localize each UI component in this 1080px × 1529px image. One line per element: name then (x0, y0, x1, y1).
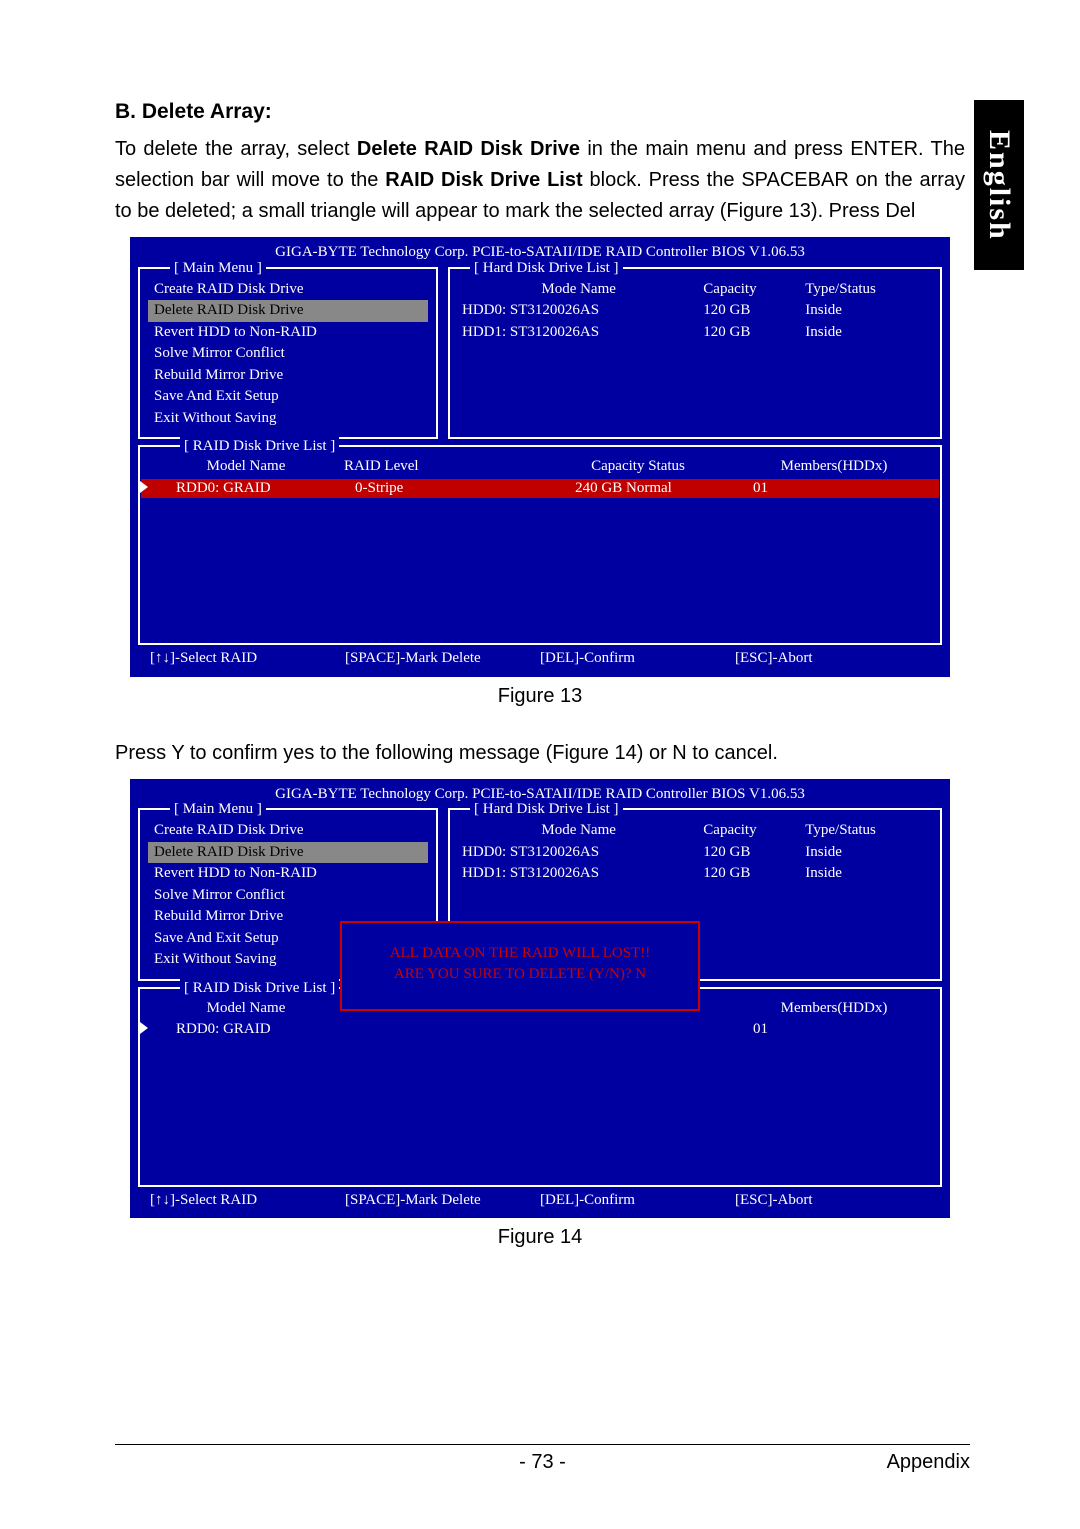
menu-item-create[interactable]: Create RAID Disk Drive (148, 279, 428, 301)
raid-capstatus (534, 1020, 713, 1040)
selection-triangle-icon (140, 1022, 148, 1034)
col-mode: Mode Name (458, 820, 699, 842)
hint-esc: [ESC]-Abort (735, 649, 930, 669)
popup-line1: ALL DATA ON THE RAID WILL LOST!! (352, 943, 688, 964)
col-model: Model Name (148, 457, 344, 477)
hdd-cap: 120 GB (699, 300, 801, 322)
col-mode: Mode Name (458, 279, 699, 301)
bios-screen-fig14: GIGA-BYTE Technology Corp. PCIE-to-SATAI… (130, 779, 950, 1219)
key-hints: [↑↓]-Select RAID [SPACE]-Mark Delete [DE… (138, 647, 942, 673)
panel-label: [ RAID Disk Drive List ] (180, 437, 339, 457)
hdd-cap: 120 GB (699, 322, 801, 344)
hdd-ts: Inside (801, 842, 932, 864)
menu-item-revert[interactable]: Revert HDD to Non-RAID (148, 322, 428, 344)
raid-row[interactable]: RDD0: GRAID 01 (141, 1020, 939, 1040)
hint-select: [↑↓]-Select RAID (150, 1191, 345, 1211)
footer-section: Appendix (887, 1451, 970, 1474)
hdd-mode: HDD0: ST3120026AS (458, 300, 699, 322)
hdd-row: HDD1: ST3120026AS 120 GB Inside (458, 863, 932, 885)
hdd-row: HDD0: ST3120026AS 120 GB Inside (458, 300, 932, 322)
col-cap-status: Capacity Status (540, 457, 736, 477)
hdd-ts: Inside (801, 300, 932, 322)
raid-header: Model Name RAID Level Capacity Status Me… (148, 457, 932, 477)
raid-members: 01 (713, 479, 932, 499)
hdd-mode: HDD0: ST3120026AS (458, 842, 699, 864)
hdd-mode: HDD1: ST3120026AS (458, 863, 699, 885)
bold-term: RAID Disk Drive List (385, 169, 582, 191)
raid-model: RDD0: GRAID (148, 1020, 355, 1040)
figure-14-caption: Figure 14 (115, 1226, 965, 1249)
menu-item-solve[interactable]: Solve Mirror Conflict (148, 343, 428, 365)
menu-item-exit[interactable]: Exit Without Saving (148, 408, 428, 430)
hdd-mode: HDD1: ST3120026AS (458, 322, 699, 344)
intro-paragraph: To delete the array, select Delete RAID … (115, 134, 965, 227)
page-footer: - 73 - Appendix (115, 1444, 970, 1474)
col-members: Members(HDDx) (736, 457, 932, 477)
selection-triangle-icon (140, 481, 148, 493)
menu-item-revert[interactable]: Revert HDD to Non-RAID (148, 863, 428, 885)
bios-screen-fig13: GIGA-BYTE Technology Corp. PCIE-to-SATAI… (130, 237, 950, 677)
bold-term: Delete RAID Disk Drive (357, 138, 580, 160)
text: To delete the array, select (115, 138, 357, 160)
col-type: Type/Status (801, 279, 932, 301)
raid-members: 01 (713, 1020, 932, 1040)
panel-label: [ RAID Disk Drive List ] (180, 979, 339, 999)
menu-item-rebuild[interactable]: Rebuild Mirror Drive (148, 365, 428, 387)
menu-item-delete[interactable]: Delete RAID Disk Drive (148, 842, 428, 864)
raid-list-panel: [ RAID Disk Drive List ] Model Name Memb… (138, 987, 942, 1187)
col-level: RAID Level (344, 457, 540, 477)
section-heading: B. Delete Array: (115, 100, 965, 124)
hint-del: [DEL]-Confirm (540, 1191, 735, 1211)
raid-level: 0-Stripe (355, 479, 534, 499)
hint-space: [SPACE]-Mark Delete (345, 649, 540, 669)
panel-label: [ Main Menu ] (170, 800, 266, 820)
language-tab: English (974, 100, 1024, 270)
raid-level (355, 1020, 534, 1040)
menu-item-delete[interactable]: Delete RAID Disk Drive (148, 300, 428, 322)
confirm-delete-popup[interactable]: ALL DATA ON THE RAID WILL LOST!! ARE YOU… (340, 921, 700, 1011)
hdd-ts: Inside (801, 863, 932, 885)
figure-13-caption: Figure 13 (115, 685, 965, 708)
popup-line2: ARE YOU SURE TO DELETE (Y/N)? N (352, 964, 688, 985)
raid-list-panel: [ RAID Disk Drive List ] Model Name RAID… (138, 445, 942, 645)
hdd-table-head: Mode Name Capacity Type/Status (458, 279, 932, 301)
col-type: Type/Status (801, 820, 932, 842)
panel-label: [ Hard Disk Drive List ] (470, 259, 623, 279)
raid-model: RDD0: GRAID (148, 479, 355, 499)
menu-item-create[interactable]: Create RAID Disk Drive (148, 820, 428, 842)
panel-label: [ Hard Disk Drive List ] (470, 800, 623, 820)
col-model: Model Name (148, 999, 344, 1019)
hint-space: [SPACE]-Mark Delete (345, 1191, 540, 1211)
panel-label: [ Main Menu ] (170, 259, 266, 279)
hint-del: [DEL]-Confirm (540, 649, 735, 669)
hdd-table-head: Mode Name Capacity Type/Status (458, 820, 932, 842)
menu-item-save-exit[interactable]: Save And Exit Setup (148, 386, 428, 408)
raid-row-selected[interactable]: RDD0: GRAID 0-Stripe 240 GB Normal 01 (141, 479, 939, 499)
menu-item-solve[interactable]: Solve Mirror Conflict (148, 885, 428, 907)
hdd-row: HDD1: ST3120026AS 120 GB Inside (458, 322, 932, 344)
hdd-ts: Inside (801, 322, 932, 344)
col-members: Members(HDDx) (736, 999, 932, 1019)
col-capacity: Capacity (699, 820, 801, 842)
hdd-cap: 120 GB (699, 863, 801, 885)
page-number: - 73 - (519, 1451, 566, 1474)
hint-esc: [ESC]-Abort (735, 1191, 930, 1211)
hdd-cap: 120 GB (699, 842, 801, 864)
hint-select: [↑↓]-Select RAID (150, 649, 345, 669)
raid-capstatus: 240 GB Normal (534, 479, 713, 499)
col-capacity: Capacity (699, 279, 801, 301)
main-menu-panel: [ Main Menu ] Create RAID Disk Drive Del… (138, 267, 438, 440)
key-hints: [↑↓]-Select RAID [SPACE]-Mark Delete [DE… (138, 1189, 942, 1215)
confirm-paragraph: Press Y to confirm yes to the following … (115, 738, 965, 769)
hdd-row: HDD0: ST3120026AS 120 GB Inside (458, 842, 932, 864)
hdd-list-panel: [ Hard Disk Drive List ] Mode Name Capac… (448, 267, 942, 440)
